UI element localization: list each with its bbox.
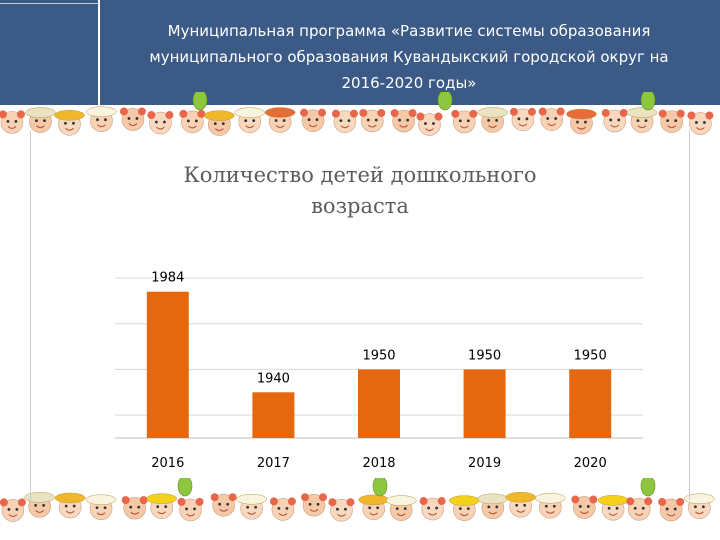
chart-title-line: возраста [311,194,409,218]
child-face-icon [535,493,566,519]
child-face-icon [24,492,55,518]
child-face-icon [416,112,443,136]
x-tick-label: 2019 [468,456,501,471]
child-face-icon [179,109,206,134]
child-face-icon [204,110,235,136]
child-face-icon [85,494,117,521]
program-title-line: муниципального образования Кувандыкский … [149,48,669,66]
balloon-icon [640,92,656,111]
child-face-icon [54,492,86,519]
data-label: 1950 [574,348,607,363]
child-face-icon [146,493,177,519]
header-divider [98,0,100,105]
child-face-icon [0,110,25,134]
child-face-icon [300,108,327,132]
balloon-icon [372,478,388,497]
data-label: 1984 [151,271,184,286]
balloon-icon [437,92,453,111]
bar [569,369,612,438]
child-face-icon [177,497,204,522]
program-title-line: Муниципальная программа «Развитие систем… [167,22,651,40]
child-face-icon [25,107,56,133]
child-face-icon [658,497,685,522]
child-face-icon [601,108,628,133]
chart-title-line: Количество детей дошкольного [183,163,537,187]
header-banner: Муниципальная программа «Развитие систем… [0,0,720,105]
data-label: 1950 [468,348,501,363]
children-border-top [0,92,714,136]
program-title-line: 2016-2020 годы» [341,74,477,92]
child-face-icon [626,107,658,133]
chart-title: Количество детей дошкольного возраста [160,160,560,222]
child-face-icon [566,108,597,135]
child-face-icon [269,497,296,521]
frame-line-right [689,130,690,500]
child-face-icon [597,495,629,521]
children-border-bottom [0,478,715,522]
child-face-icon [210,493,237,517]
x-tick-label: 2020 [574,456,607,471]
child-face-icon [147,111,174,135]
child-face-icon [449,495,480,521]
child-face-icon [0,498,26,522]
balloon-icon [192,92,208,111]
program-title: Муниципальная программа «Развитие систем… [104,18,714,96]
x-tick-label: 2016 [151,456,184,471]
child-face-icon [331,109,358,133]
child-face-icon [328,498,355,522]
child-face-icon [626,497,653,521]
child-face-icon [451,109,478,134]
x-tick-label: 2018 [362,456,395,471]
child-face-icon [121,496,148,520]
child-face-icon [538,107,565,131]
child-face-icon [301,493,328,517]
data-label: 1950 [362,348,395,363]
child-face-icon [687,111,714,135]
child-face-icon [264,107,296,133]
child-face-icon [385,495,417,521]
child-face-icon [359,108,386,133]
child-face-icon [390,109,417,133]
child-face-icon [419,497,446,521]
child-face-icon [477,107,508,133]
child-face-icon [234,107,265,133]
bar [358,369,400,438]
child-face-icon [509,107,536,132]
child-face-icon [571,495,598,519]
child-face-icon [54,110,85,136]
balloon-icon [640,478,656,497]
bar [463,369,506,438]
child-face-icon [236,493,267,520]
balloon-icon [177,478,193,497]
header-divider [0,3,100,4]
child-face-icon [684,493,715,520]
x-tick-label: 2017 [257,456,290,471]
child-face-icon [119,107,146,131]
frame-line-left [30,130,31,500]
child-face-icon [358,494,389,521]
child-face-icon [658,109,685,133]
data-label: 1940 [257,371,290,386]
bar [252,392,295,438]
bar [146,291,189,438]
child-face-icon [86,106,117,133]
